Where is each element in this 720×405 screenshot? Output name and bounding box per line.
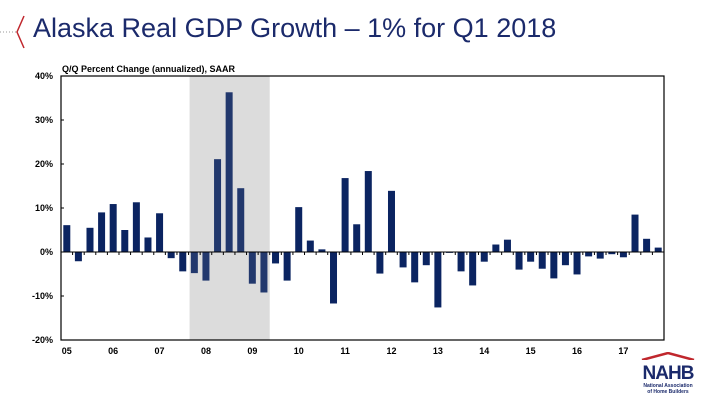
bar-2007Q4: [190, 252, 198, 274]
bar-2006Q3: [132, 202, 140, 252]
bar-2006Q1: [109, 204, 117, 252]
bar-2008Q3: [225, 92, 233, 252]
bar-2015Q2: [538, 252, 546, 269]
bar-2014Q2: [492, 244, 500, 252]
bar-2005Q1: [63, 225, 71, 252]
bar-2011Q3: [364, 171, 372, 252]
bar-2012Q4: [422, 252, 430, 266]
plot-frame: [60, 75, 665, 341]
bar-2017Q2: [631, 214, 639, 252]
bar-2010Q4: [330, 252, 338, 304]
bar-2010Q3: [318, 249, 326, 252]
bar-2009Q4: [283, 252, 291, 281]
bar-2017Q1: [619, 252, 627, 258]
bar-2016Q4: [608, 252, 616, 255]
bar-2005Q3: [86, 227, 94, 252]
y-tick-label: 0%: [40, 247, 53, 257]
bar-2009Q3: [272, 252, 280, 264]
y-tick-label: 30%: [35, 115, 53, 125]
x-tick-label: 11: [340, 346, 350, 356]
bar-2016Q2: [585, 252, 593, 257]
bar-2005Q2: [74, 252, 82, 262]
bar-2015Q4: [561, 252, 569, 266]
bar-2016Q1: [573, 252, 581, 275]
bar-2009Q1: [248, 252, 256, 284]
bar-2013Q3: [457, 252, 465, 272]
logo-text: NAHB: [642, 363, 695, 384]
nahb-logo: NAHB National Association of Home Builde…: [637, 347, 699, 395]
x-tick-label: 16: [572, 346, 582, 356]
logo-subtitle-1: National Association: [643, 383, 693, 389]
bar-2013Q1: [434, 252, 442, 308]
bar-2010Q1: [295, 207, 303, 252]
slide-title: Alaska Real GDP Growth – 1% for Q1 2018: [33, 13, 557, 43]
bar-2007Q1: [156, 213, 164, 252]
slide-decoration: [0, 15, 25, 49]
bar-2014Q3: [503, 239, 511, 252]
chart-subtitle: Q/Q Percent Change (annualized), SAAR: [62, 64, 236, 74]
x-tick-label: 08: [201, 346, 211, 356]
x-tick-label: 13: [433, 346, 443, 356]
bar-2015Q1: [527, 252, 535, 262]
x-tick-label: 17: [618, 346, 628, 356]
bar-2016Q3: [596, 252, 604, 259]
bar-2010Q2: [306, 240, 314, 252]
logo-subtitle-2: of Home Builders: [647, 389, 689, 395]
bar-2008Q4: [237, 188, 245, 252]
bar-2011Q2: [353, 224, 361, 252]
bar-2012Q1: [387, 190, 395, 252]
bar-2011Q4: [376, 252, 384, 274]
bar-2007Q2: [167, 252, 175, 259]
bar-2005Q4: [98, 212, 106, 252]
bar-2013Q4: [469, 252, 477, 286]
bar-2008Q1: [202, 252, 210, 281]
x-tick-label: 15: [526, 346, 536, 356]
x-tick-label: 06: [108, 346, 118, 356]
bar-2006Q4: [144, 237, 152, 252]
x-tick-label: 07: [155, 346, 165, 356]
x-tick-label: 12: [386, 346, 396, 356]
bar-2012Q2: [399, 252, 407, 268]
bar-2014Q1: [480, 252, 488, 262]
bar-2008Q2: [214, 159, 222, 252]
bar-2007Q3: [179, 252, 187, 272]
bar-2006Q2: [121, 230, 129, 252]
x-tick-label: 09: [247, 346, 257, 356]
y-tick-label: -20%: [32, 335, 53, 345]
x-tick-label: 14: [479, 346, 489, 356]
x-tick-label: 10: [294, 346, 304, 356]
bar-2011Q1: [341, 178, 349, 252]
y-tick-label: 40%: [35, 71, 53, 81]
y-tick-label: 20%: [35, 159, 53, 169]
bar-2012Q3: [411, 252, 419, 283]
y-tick-label: 10%: [35, 203, 53, 213]
bar-2017Q4: [654, 247, 662, 252]
y-tick-label: -10%: [32, 291, 53, 301]
bar-2009Q2: [260, 252, 268, 293]
bar-2014Q4: [515, 252, 523, 270]
roof-icon: [641, 351, 695, 362]
bar-2015Q3: [550, 252, 558, 279]
bar-2017Q3: [643, 238, 651, 252]
x-tick-label: 05: [62, 346, 72, 356]
